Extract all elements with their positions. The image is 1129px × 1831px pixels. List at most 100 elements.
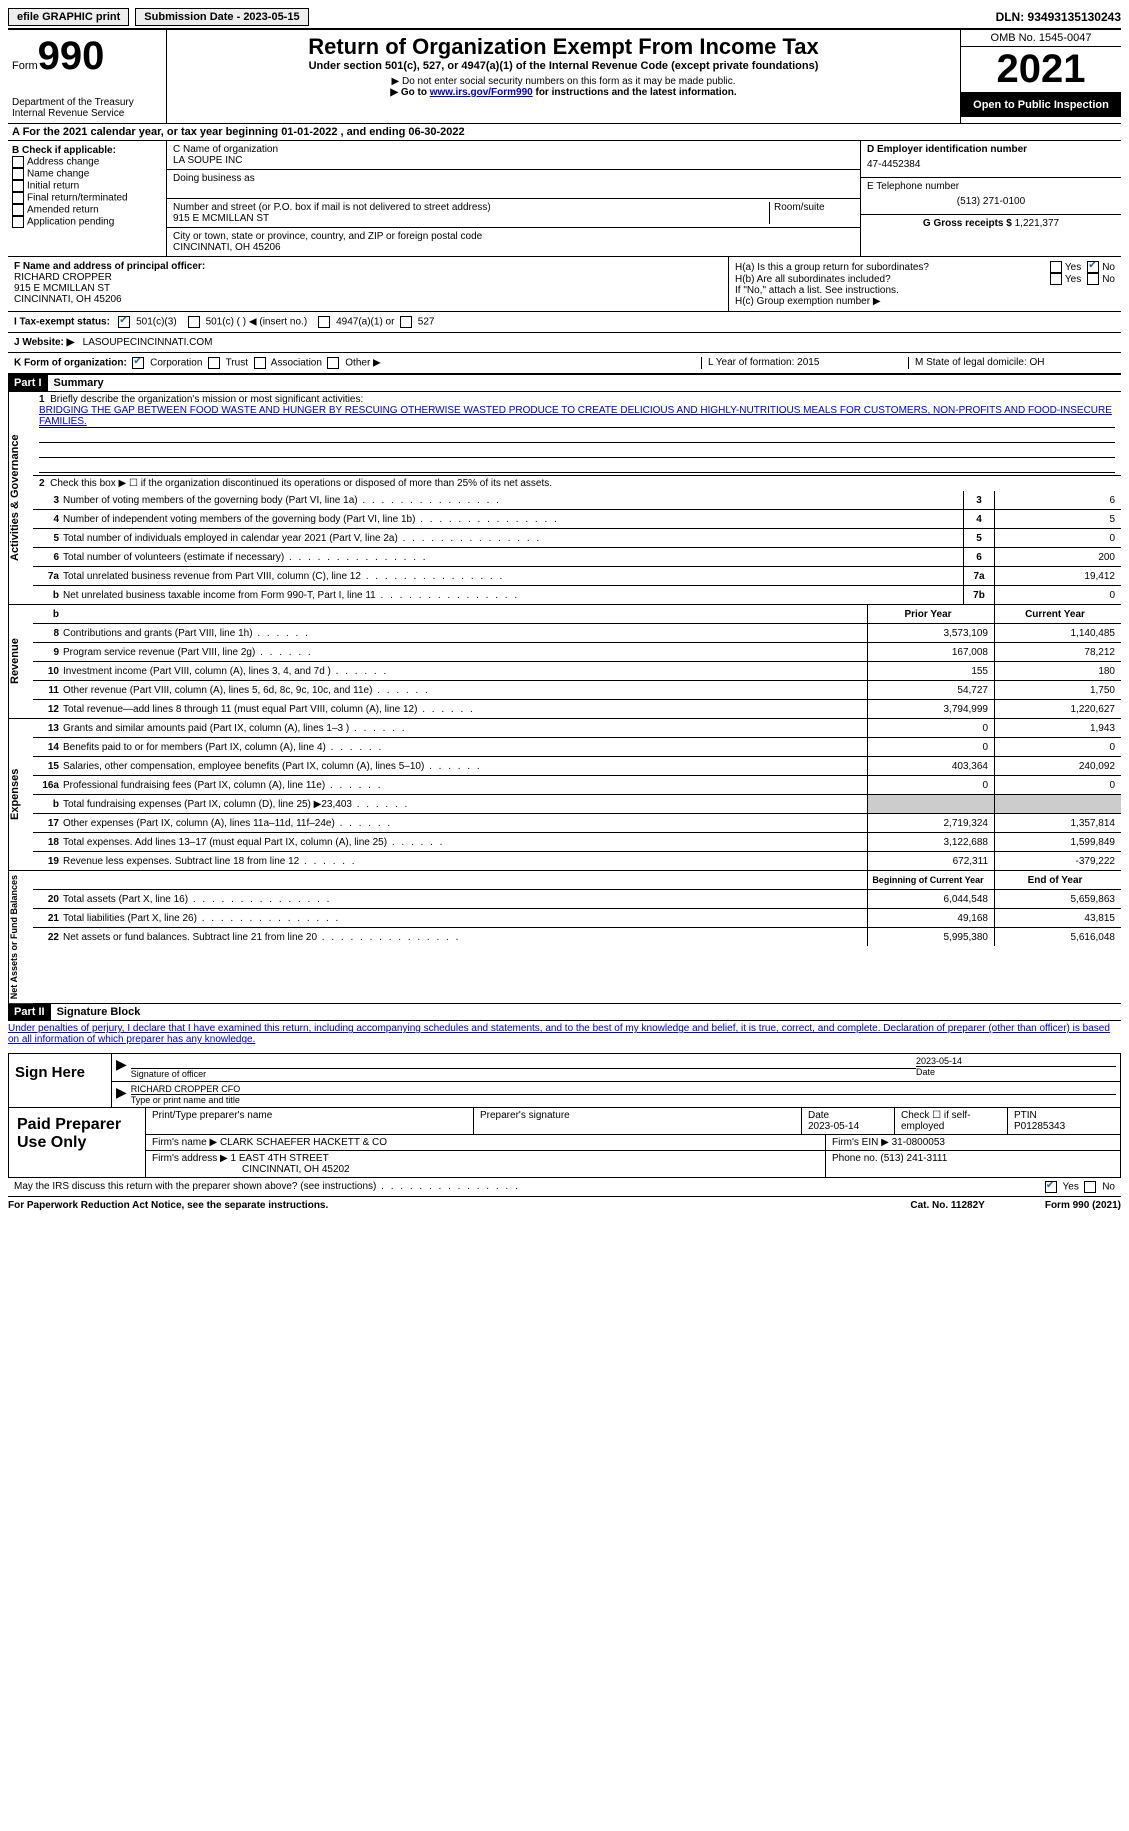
bottom-row: For Paperwork Reduction Act Notice, see … [8, 1197, 1121, 1214]
cb-corp[interactable] [132, 357, 144, 369]
hc-label: H(c) Group exemption number ▶ [735, 296, 1115, 307]
cb-address-change[interactable] [12, 156, 24, 168]
cb-hb-no[interactable] [1087, 273, 1099, 285]
activities-governance: Activities & Governance 1 Briefly descri… [8, 392, 1121, 605]
k-label: K Form of organization: [14, 358, 127, 369]
netassets-section: Net Assets or Fund Balances Beginning of… [8, 871, 1121, 1004]
sign-here-section: Sign Here ▶ Signature of officer 2023-05… [8, 1053, 1121, 1108]
prep-sig-label: Preparer's signature [480, 1110, 795, 1121]
ptin-val: P01285343 [1014, 1121, 1065, 1132]
gross-val: 1,221,377 [1015, 218, 1060, 229]
cb-pending[interactable] [12, 216, 24, 228]
irs-link[interactable]: www.irs.gov/Form990 [430, 87, 533, 98]
cb-501c3[interactable] [118, 316, 130, 328]
opt-pending: Application pending [27, 217, 114, 228]
row-a-period: A For the 2021 calendar year, or tax yea… [8, 124, 1121, 141]
dln-label: DLN: 93493135130243 [996, 10, 1121, 24]
side-net: Net Assets or Fund Balances [8, 871, 33, 1003]
discuss-yes: Yes [1063, 1182, 1079, 1193]
prep-name-label: Print/Type preparer's name [152, 1110, 467, 1121]
cb-amended[interactable] [12, 204, 24, 216]
cb-ha-yes[interactable] [1050, 261, 1062, 273]
cb-4947[interactable] [318, 316, 330, 328]
cb-initial[interactable] [12, 180, 24, 192]
l2-label: Check this box ▶ ☐ if the organization d… [50, 478, 552, 489]
dba-label: Doing business as [173, 173, 854, 184]
revenue-line: 12Total revenue—add lines 8 through 11 (… [33, 700, 1121, 718]
expense-line: bTotal fundraising expenses (Part IX, co… [33, 795, 1121, 814]
submission-date-button[interactable]: Submission Date - 2023-05-15 [135, 8, 308, 26]
revenue-section: Revenue b Prior Year Current Year 8Contr… [8, 605, 1121, 719]
officer-addr2: CINCINNATI, OH 45206 [14, 294, 722, 305]
cb-discuss-no[interactable] [1084, 1181, 1096, 1193]
inspection-label: Open to Public Inspection [961, 93, 1121, 117]
opt-501c3: 501(c)(3) [136, 317, 177, 328]
discuss-row: May the IRS discuss this return with the… [8, 1178, 1121, 1197]
cb-final[interactable] [12, 192, 24, 204]
form-header: Form990 Department of the Treasury Inter… [8, 30, 1121, 124]
part2-tag: Part II [8, 1004, 51, 1020]
city-label: City or town, state or province, country… [173, 231, 854, 242]
paid-preparer-section: Paid Preparer Use Only Print/Type prepar… [8, 1108, 1121, 1178]
row-f-h: F Name and address of principal officer:… [8, 257, 1121, 312]
tax-year: 2021 [961, 47, 1121, 93]
side-rev: Revenue [8, 605, 33, 718]
street-label: Number and street (or P.O. box if mail i… [173, 202, 769, 213]
org-name: LA SOUPE INC [173, 155, 854, 166]
paid-prep-label: Paid Preparer Use Only [9, 1108, 146, 1177]
officer-name-title: RICHARD CROPPER CFO [131, 1084, 1116, 1094]
hb-label: H(b) Are all subordinates included? [735, 274, 1050, 285]
sig-officer-label: Signature of officer [131, 1069, 206, 1079]
col-begin: Beginning of Current Year [867, 871, 994, 889]
cb-hb-yes[interactable] [1050, 273, 1062, 285]
l-year: L Year of formation: 2015 [701, 357, 908, 369]
e-label: E Telephone number [867, 181, 1115, 192]
efile-print-button[interactable]: efile GRAPHIC print [8, 8, 129, 26]
penalties-link[interactable]: Under penalties of perjury, I declare th… [8, 1023, 1110, 1045]
part1-tag: Part I [8, 375, 48, 391]
mission-text[interactable]: BRIDGING THE GAP BETWEEN FOOD WASTE AND … [39, 405, 1112, 427]
opt-amended: Amended return [27, 205, 99, 216]
cb-501c[interactable] [188, 316, 200, 328]
note-ssn: ▶ Do not enter social security numbers o… [171, 76, 956, 87]
summary-line: 6Total number of volunteers (estimate if… [33, 548, 1121, 567]
firm-addr1: 1 EAST 4TH STREET [231, 1153, 329, 1164]
discuss-label: May the IRS discuss this return with the… [14, 1181, 520, 1193]
summary-line: 7aTotal unrelated business revenue from … [33, 567, 1121, 586]
officer-addr1: 915 E MCMILLAN ST [14, 283, 722, 294]
city-val: CINCINNATI, OH 45206 [173, 242, 854, 253]
cb-trust[interactable] [208, 357, 220, 369]
opt-corp: Corporation [150, 358, 202, 369]
cb-other[interactable] [327, 357, 339, 369]
cb-name-change[interactable] [12, 168, 24, 180]
arrow-icon: ▶ [116, 1056, 127, 1079]
side-exp: Expenses [8, 719, 33, 870]
opt-initial: Initial return [27, 181, 79, 192]
expense-line: 18Total expenses. Add lines 13–17 (must … [33, 833, 1121, 852]
firm-ein-label: Firm's EIN ▶ [832, 1137, 889, 1148]
side-gov: Activities & Governance [8, 392, 33, 604]
row-i: I Tax-exempt status: 501(c)(3) 501(c) ( … [8, 312, 1121, 333]
f-label: F Name and address of principal officer: [14, 261, 722, 272]
summary-line: 3Number of voting members of the governi… [33, 491, 1121, 510]
opt-address: Address change [27, 157, 99, 168]
prep-date-label: Date [808, 1110, 829, 1121]
revenue-line: 10Investment income (Part VIII, column (… [33, 662, 1121, 681]
firm-addr-label: Firm's address ▶ [152, 1153, 228, 1164]
opt-assoc: Association [271, 358, 322, 369]
opt-final: Final return/terminated [27, 193, 128, 204]
m-state: M State of legal domicile: OH [908, 357, 1115, 369]
revenue-line: 9Program service revenue (Part VIII, lin… [33, 643, 1121, 662]
g-label: G Gross receipts $ [923, 218, 1012, 229]
firm-name-val: CLARK SCHAEFER HACKETT & CO [220, 1137, 387, 1148]
h-note: If "No," attach a list. See instructions… [735, 285, 1115, 296]
cb-assoc[interactable] [254, 357, 266, 369]
expense-line: 15Salaries, other compensation, employee… [33, 757, 1121, 776]
col-prior: Prior Year [867, 605, 994, 623]
sig-date-val: 2023-05-14 [916, 1056, 1116, 1066]
row-j: J Website: ▶ LASOUPECINCINNATI.COM [8, 333, 1121, 353]
arrow-icon: ▶ [116, 1084, 127, 1105]
cb-527[interactable] [400, 316, 412, 328]
cb-ha-no[interactable] [1087, 261, 1099, 273]
cb-discuss-yes[interactable] [1045, 1181, 1057, 1193]
